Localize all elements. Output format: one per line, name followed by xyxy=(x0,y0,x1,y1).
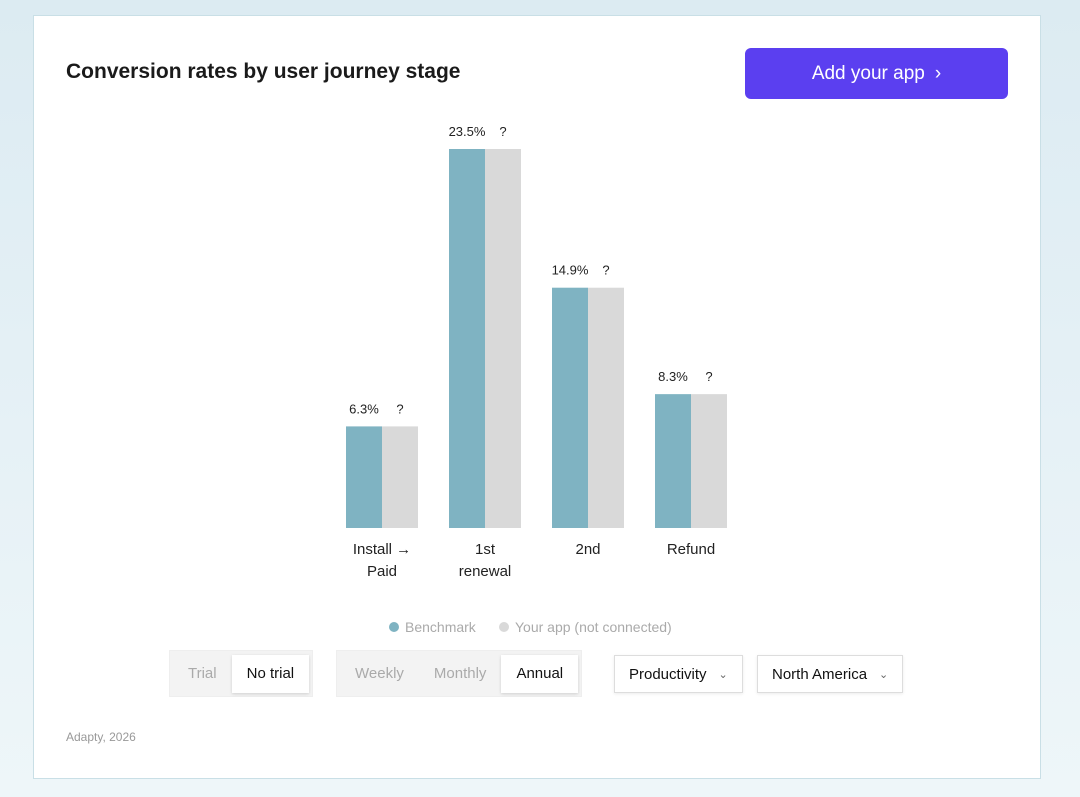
legend-swatch xyxy=(389,622,399,632)
bar xyxy=(449,149,485,528)
chevron: ⌄ xyxy=(718,668,728,681)
chart-title: Conversion rates by user journey stage xyxy=(66,60,461,83)
bar xyxy=(346,426,382,528)
trial-toggle: Trial No trial xyxy=(170,651,313,696)
value-label: 14.9% xyxy=(552,263,589,278)
x-tick-label: Install → Paid xyxy=(352,541,412,580)
x-tick-label: Refund xyxy=(666,541,716,558)
footer-source: Adapty, 2026 xyxy=(66,730,136,744)
placeholder-bar xyxy=(588,287,624,528)
category-dropdown[interactable]: Productivity ⌄ xyxy=(614,655,743,693)
placeholder-bar xyxy=(485,149,521,528)
legend-item: Benchmark xyxy=(389,619,476,635)
toggle-option[interactable]: Annual xyxy=(501,654,579,693)
dropdown-label: Productivity xyxy=(629,665,707,683)
placeholder-bar xyxy=(691,394,727,528)
toggle-option[interactable]: Trial xyxy=(188,665,217,682)
x-tick-label: 2nd xyxy=(575,541,601,558)
value-label: 23.5% xyxy=(449,124,486,139)
legend-item: Your app (not connected) xyxy=(499,619,672,635)
value-label: ? xyxy=(602,263,609,278)
toggle-option[interactable]: Monthly xyxy=(433,665,487,682)
x-tick-label: 1st renewal xyxy=(458,541,512,580)
button-icon: › xyxy=(934,62,942,84)
toggle-option[interactable]: No trial xyxy=(231,654,310,693)
period-toggle: Weekly Monthly Annual xyxy=(337,651,582,696)
legend-swatch xyxy=(499,622,509,632)
value-label: 6.3% xyxy=(349,401,379,416)
dropdown-label: North America xyxy=(772,665,868,683)
placeholder-bar xyxy=(382,426,418,528)
add-app-button[interactable]: Add your app › xyxy=(745,48,1008,99)
value-label: ? xyxy=(499,124,506,139)
value-label: ? xyxy=(705,369,712,384)
bar xyxy=(655,394,691,528)
region-dropdown[interactable]: North America ⌄ xyxy=(757,655,904,693)
toggle-option[interactable]: Weekly xyxy=(355,665,404,682)
chevron: ⌄ xyxy=(879,668,889,681)
value-label: 8.3% xyxy=(658,369,688,384)
bar xyxy=(552,287,588,528)
legend-label: Benchmark xyxy=(405,619,476,635)
button-label: Add your app xyxy=(811,62,925,84)
value-label: ? xyxy=(396,401,403,416)
legend-label: Your app (not connected) xyxy=(515,619,672,635)
